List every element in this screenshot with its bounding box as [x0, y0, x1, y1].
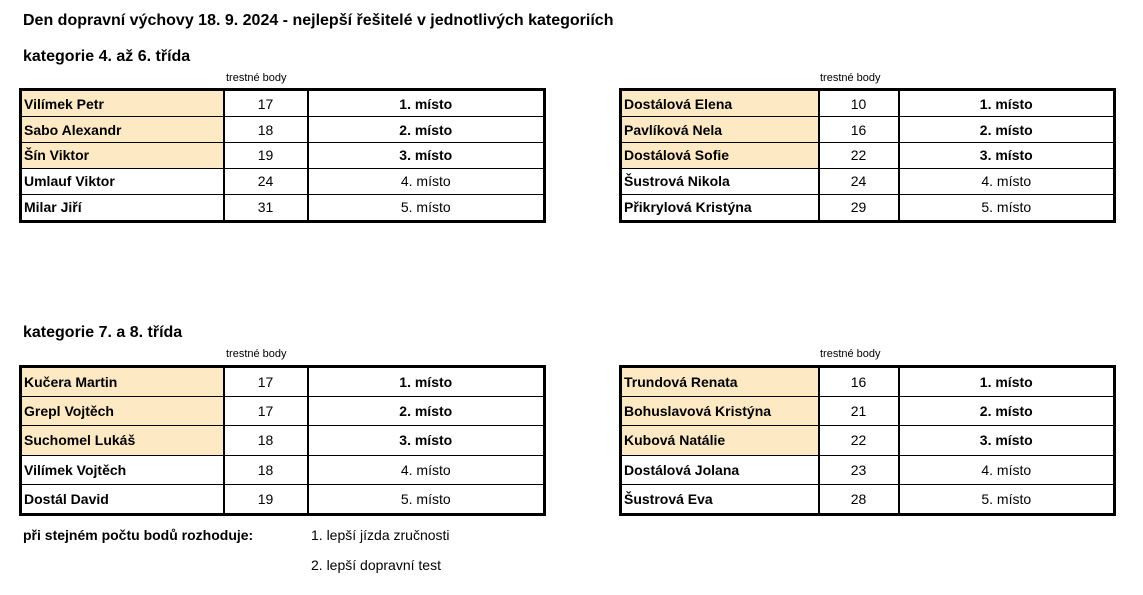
category-heading-2: kategorie 7. a 8. třída [23, 324, 183, 341]
table-row: Kučera Martin 17 1. místo [20, 365, 545, 398]
placement: 5. místo [307, 193, 545, 223]
table-row: Dostálová Jolana 23 4. místo [620, 454, 1115, 485]
placement: 1. místo [898, 365, 1115, 398]
competitor-name: Dostálová Sofie [620, 141, 819, 169]
tiebreak-label: při stejném počtu bodů rozhoduje: [23, 527, 254, 543]
table-row: Bohuslavová Kristýna 21 2. místo [620, 396, 1115, 427]
competitor-name: Kubová Natálie [620, 425, 819, 456]
points-column-header: trestné body [820, 72, 881, 84]
competitor-name: Dostál David [20, 483, 224, 516]
placement: 5. místo [898, 483, 1115, 516]
table-row: Suchomel Lukáš 18 3. místo [20, 425, 545, 456]
competitor-name: Šustrová Eva [620, 483, 819, 516]
competitor-name: Grepl Vojtěch [20, 396, 224, 427]
table-row: Šustrová Nikola 24 4. místo [620, 167, 1115, 195]
competitor-name: Vilímek Petr [20, 88, 224, 118]
placement: 5. místo [307, 483, 545, 516]
penalty-points: 22 [817, 141, 900, 169]
table-row: Dostál David 19 5. místo [20, 483, 545, 516]
competitor-name: Dostálová Jolana [620, 454, 819, 485]
penalty-points: 16 [817, 116, 900, 143]
placement: 5. místo [898, 193, 1115, 223]
competitor-name: Milar Jiří [20, 193, 224, 223]
table-row: Kubová Natálie 22 3. místo [620, 425, 1115, 456]
placement: 3. místo [898, 141, 1115, 169]
competitor-name: Šín Viktor [20, 141, 224, 169]
penalty-points: 16 [817, 365, 900, 398]
table-row: Přikrylová Kristýna 29 5. místo [620, 193, 1115, 223]
table-row: Sabo Alexandr 18 2. místo [20, 116, 545, 143]
page-title: Den dopravní výchovy 18. 9. 2024 - nejle… [23, 12, 614, 29]
placement: 4. místo [898, 454, 1115, 485]
points-column-header: trestné body [820, 348, 881, 360]
placement: 2. místo [898, 116, 1115, 143]
penalty-points: 18 [222, 454, 309, 485]
penalty-points: 29 [817, 193, 900, 223]
penalty-points: 21 [817, 396, 900, 427]
penalty-points: 18 [222, 425, 309, 456]
placement: 2. místo [307, 396, 545, 427]
placement: 2. místo [898, 396, 1115, 427]
placement: 3. místo [307, 425, 545, 456]
category-heading-1: kategorie 4. až 6. třída [23, 48, 191, 65]
tiebreak-item: 1. lepší jízda zručnosti [311, 527, 450, 543]
table-row: Vilímek Vojtěch 18 4. místo [20, 454, 545, 485]
table-row: Pavlíková Nela 16 2. místo [620, 116, 1115, 143]
penalty-points: 24 [222, 167, 309, 195]
points-column-header: trestné body [226, 72, 287, 84]
penalty-points: 31 [222, 193, 309, 223]
penalty-points: 17 [222, 88, 309, 118]
table-row: Dostálová Sofie 22 3. místo [620, 141, 1115, 169]
penalty-points: 17 [222, 365, 309, 398]
table-row: Dostálová Elena 10 1. místo [620, 88, 1115, 118]
results-table-cat1-left: Vilímek Petr 17 1. místo Sabo Alexandr 18 2.… [19, 88, 546, 223]
placement: 1. místo [307, 365, 545, 398]
competitor-name: Přikrylová Kristýna [620, 193, 819, 223]
penalty-points: 17 [222, 396, 309, 427]
penalty-points: 28 [817, 483, 900, 516]
competitor-name: Umlauf Viktor [20, 167, 224, 195]
placement: 2. místo [307, 116, 545, 143]
placement: 3. místo [307, 141, 545, 169]
table-row: Trundová Renata 16 1. místo [620, 365, 1115, 398]
results-table-cat2-left: Kučera Martin 17 1. místo Grepl Vojtěch 17 2… [19, 365, 546, 516]
penalty-points: 19 [222, 141, 309, 169]
competitor-name: Dostálová Elena [620, 88, 819, 118]
competitor-name: Šustrová Nikola [620, 167, 819, 195]
competitor-name: Suchomel Lukáš [20, 425, 224, 456]
competitor-name: Kučera Martin [20, 365, 224, 398]
penalty-points: 24 [817, 167, 900, 195]
table-row: Šín Viktor 19 3. místo [20, 141, 545, 169]
penalty-points: 18 [222, 116, 309, 143]
placement: 1. místo [898, 88, 1115, 118]
table-row: Grepl Vojtěch 17 2. místo [20, 396, 545, 427]
competitor-name: Bohuslavová Kristýna [620, 396, 819, 427]
table-row: Umlauf Viktor 24 4. místo [20, 167, 545, 195]
placement: 4. místo [307, 167, 545, 195]
table-row: Milar Jiří 31 5. místo [20, 193, 545, 223]
placement: 1. místo [307, 88, 545, 118]
tiebreak-item: 2. lepší dopravní test [311, 557, 441, 573]
points-column-header: trestné body [226, 348, 287, 360]
competitor-name: Vilímek Vojtěch [20, 454, 224, 485]
results-table-cat2-right: Trundová Renata 16 1. místo Bohuslavová Kr… [619, 365, 1116, 516]
penalty-points: 19 [222, 483, 309, 516]
penalty-points: 22 [817, 425, 900, 456]
penalty-points: 10 [817, 88, 900, 118]
competitor-name: Sabo Alexandr [20, 116, 224, 143]
placement: 3. místo [898, 425, 1115, 456]
placement: 4. místo [307, 454, 545, 485]
competitor-name: Trundová Renata [620, 365, 819, 398]
competitor-name: Pavlíková Nela [620, 116, 819, 143]
penalty-points: 23 [817, 454, 900, 485]
table-row: Vilímek Petr 17 1. místo [20, 88, 545, 118]
results-table-cat1-right: Dostálová Elena 10 1. místo Pavlíková Nela… [619, 88, 1116, 223]
table-row: Šustrová Eva 28 5. místo [620, 483, 1115, 516]
placement: 4. místo [898, 167, 1115, 195]
